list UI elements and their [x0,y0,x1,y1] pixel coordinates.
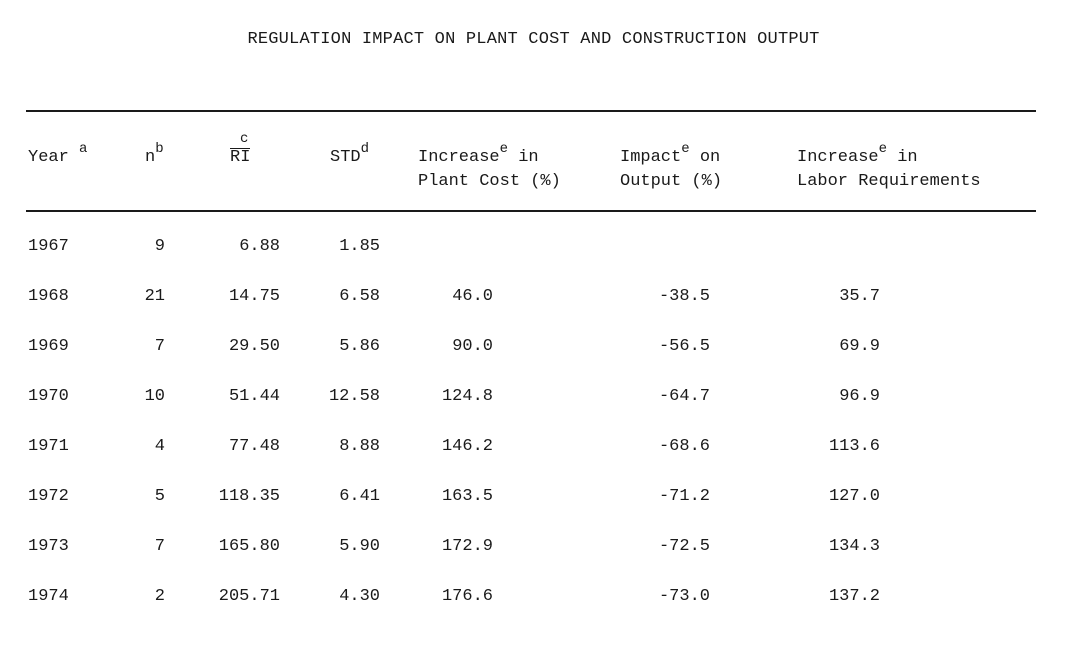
cell-std: 5.90 [339,537,380,556]
header-output-impact-line1b: on [699,148,721,167]
cell-labor: 134.3 [828,537,880,556]
cell-ri: 6.88 [239,237,280,256]
cell-std: 1.85 [339,237,380,256]
cell-labor: 113.6 [828,437,880,456]
header-labor-line2: Labor Requirements [797,172,981,191]
cell-plant-cost: 124.8 [441,387,493,406]
table-row: 1974 2 205.71 4.30 176.6 -73.0 137.2 [0,584,1067,610]
header-year-note: a [79,141,88,157]
header-n: nb [145,142,164,170]
top-rule [26,110,1036,112]
cell-year: 1967 [28,237,69,256]
cell-year: 1971 [28,437,69,456]
table-row: 1967 9 6.88 1.85 [0,234,1067,260]
cell-std: 12.58 [328,387,380,406]
header-output-impact-line2: Output (%) [620,172,723,191]
cell-labor: 137.2 [828,587,880,606]
table-row: 1973 7 165.80 5.90 172.9 -72.5 134.3 [0,534,1067,560]
header-year: Year a [28,142,87,170]
cell-plant-cost: 176.6 [441,587,493,606]
cell-ri: 118.35 [218,487,280,506]
cell-year: 1972 [28,487,69,506]
header-plant-cost-line1b: in [518,148,539,167]
header-labor-line1: Increase [797,148,879,167]
table-row: 1969 7 29.50 5.86 90.0 -56.5 69.9 [0,334,1067,360]
cell-labor: 69.9 [839,337,880,356]
header-n-label: n [145,148,156,167]
header-output-impact: Impacte on Output (%) [620,142,723,194]
header-std-note: d [360,141,370,157]
header-n-note: b [155,141,164,157]
cell-n: 2 [154,587,165,606]
table-title: REGULATION IMPACT ON PLANT COST AND CONS… [247,30,820,49]
cell-labor: 96.9 [839,387,880,406]
header-output-impact-line1: Impact [620,148,682,167]
header-plant-cost: Increasee in Plant Cost (%) [418,142,561,194]
cell-plant-cost: 146.2 [441,437,493,456]
header-labor-note: e [878,141,888,157]
cell-output-impact: -68.6 [658,437,710,456]
cell-output-impact: -56.5 [658,337,710,356]
cell-output-impact: -72.5 [658,537,710,556]
header-output-impact-note: e [681,141,690,157]
cell-std: 6.58 [339,287,380,306]
cell-std: 4.30 [339,587,380,606]
header-std-label: STD [330,148,361,167]
cell-ri: 14.75 [228,287,280,306]
cell-year: 1973 [28,537,69,556]
cell-n: 7 [154,537,165,556]
header-plant-cost-line1: Increase [418,148,500,167]
cell-plant-cost: 46.0 [452,287,493,306]
cell-ri: 205.71 [218,587,280,606]
header-ri: c RI [230,132,251,170]
table-row: 1971 4 77.48 8.88 146.2 -68.6 113.6 [0,434,1067,460]
cell-n: 7 [154,337,165,356]
cell-ri: 77.48 [228,437,280,456]
cell-ri: 29.50 [228,337,280,356]
table-row: 1968 21 14.75 6.58 46.0 -38.5 35.7 [0,284,1067,310]
header-plant-cost-line2: Plant Cost (%) [418,172,561,191]
cell-n: 9 [154,237,165,256]
cell-plant-cost: 172.9 [441,537,493,556]
cell-std: 8.88 [339,437,380,456]
cell-output-impact: -38.5 [658,287,710,306]
cell-plant-cost: 163.5 [441,487,493,506]
cell-output-impact: -71.2 [658,487,710,506]
cell-output-impact: -64.7 [658,387,710,406]
header-labor: Increasee in Labor Requirements [797,142,981,194]
cell-year: 1969 [28,337,69,356]
cell-n: 21 [144,287,165,306]
table-row: 1972 5 118.35 6.41 163.5 -71.2 127.0 [0,484,1067,510]
header-rule [26,210,1036,212]
header-labor-line1b: in [897,148,918,167]
cell-labor: 35.7 [839,287,880,306]
cell-year: 1968 [28,287,69,306]
header-plant-cost-note: e [499,141,509,157]
cell-n: 10 [144,387,165,406]
header-ri-label: RI [230,148,251,167]
header-std: STDd [330,142,369,170]
cell-plant-cost: 90.0 [452,337,493,356]
cell-output-impact: -73.0 [658,587,710,606]
cell-std: 5.86 [339,337,380,356]
header-ri-note: c [240,131,249,147]
cell-n: 5 [154,487,165,506]
cell-ri: 51.44 [228,387,280,406]
cell-labor: 127.0 [828,487,880,506]
table-row: 1970 10 51.44 12.58 124.8 -64.7 96.9 [0,384,1067,410]
cell-year: 1970 [28,387,69,406]
cell-year: 1974 [28,587,69,606]
header-year-label: Year [28,148,69,167]
cell-std: 6.41 [339,487,380,506]
cell-n: 4 [154,437,165,456]
cell-ri: 165.80 [218,537,280,556]
